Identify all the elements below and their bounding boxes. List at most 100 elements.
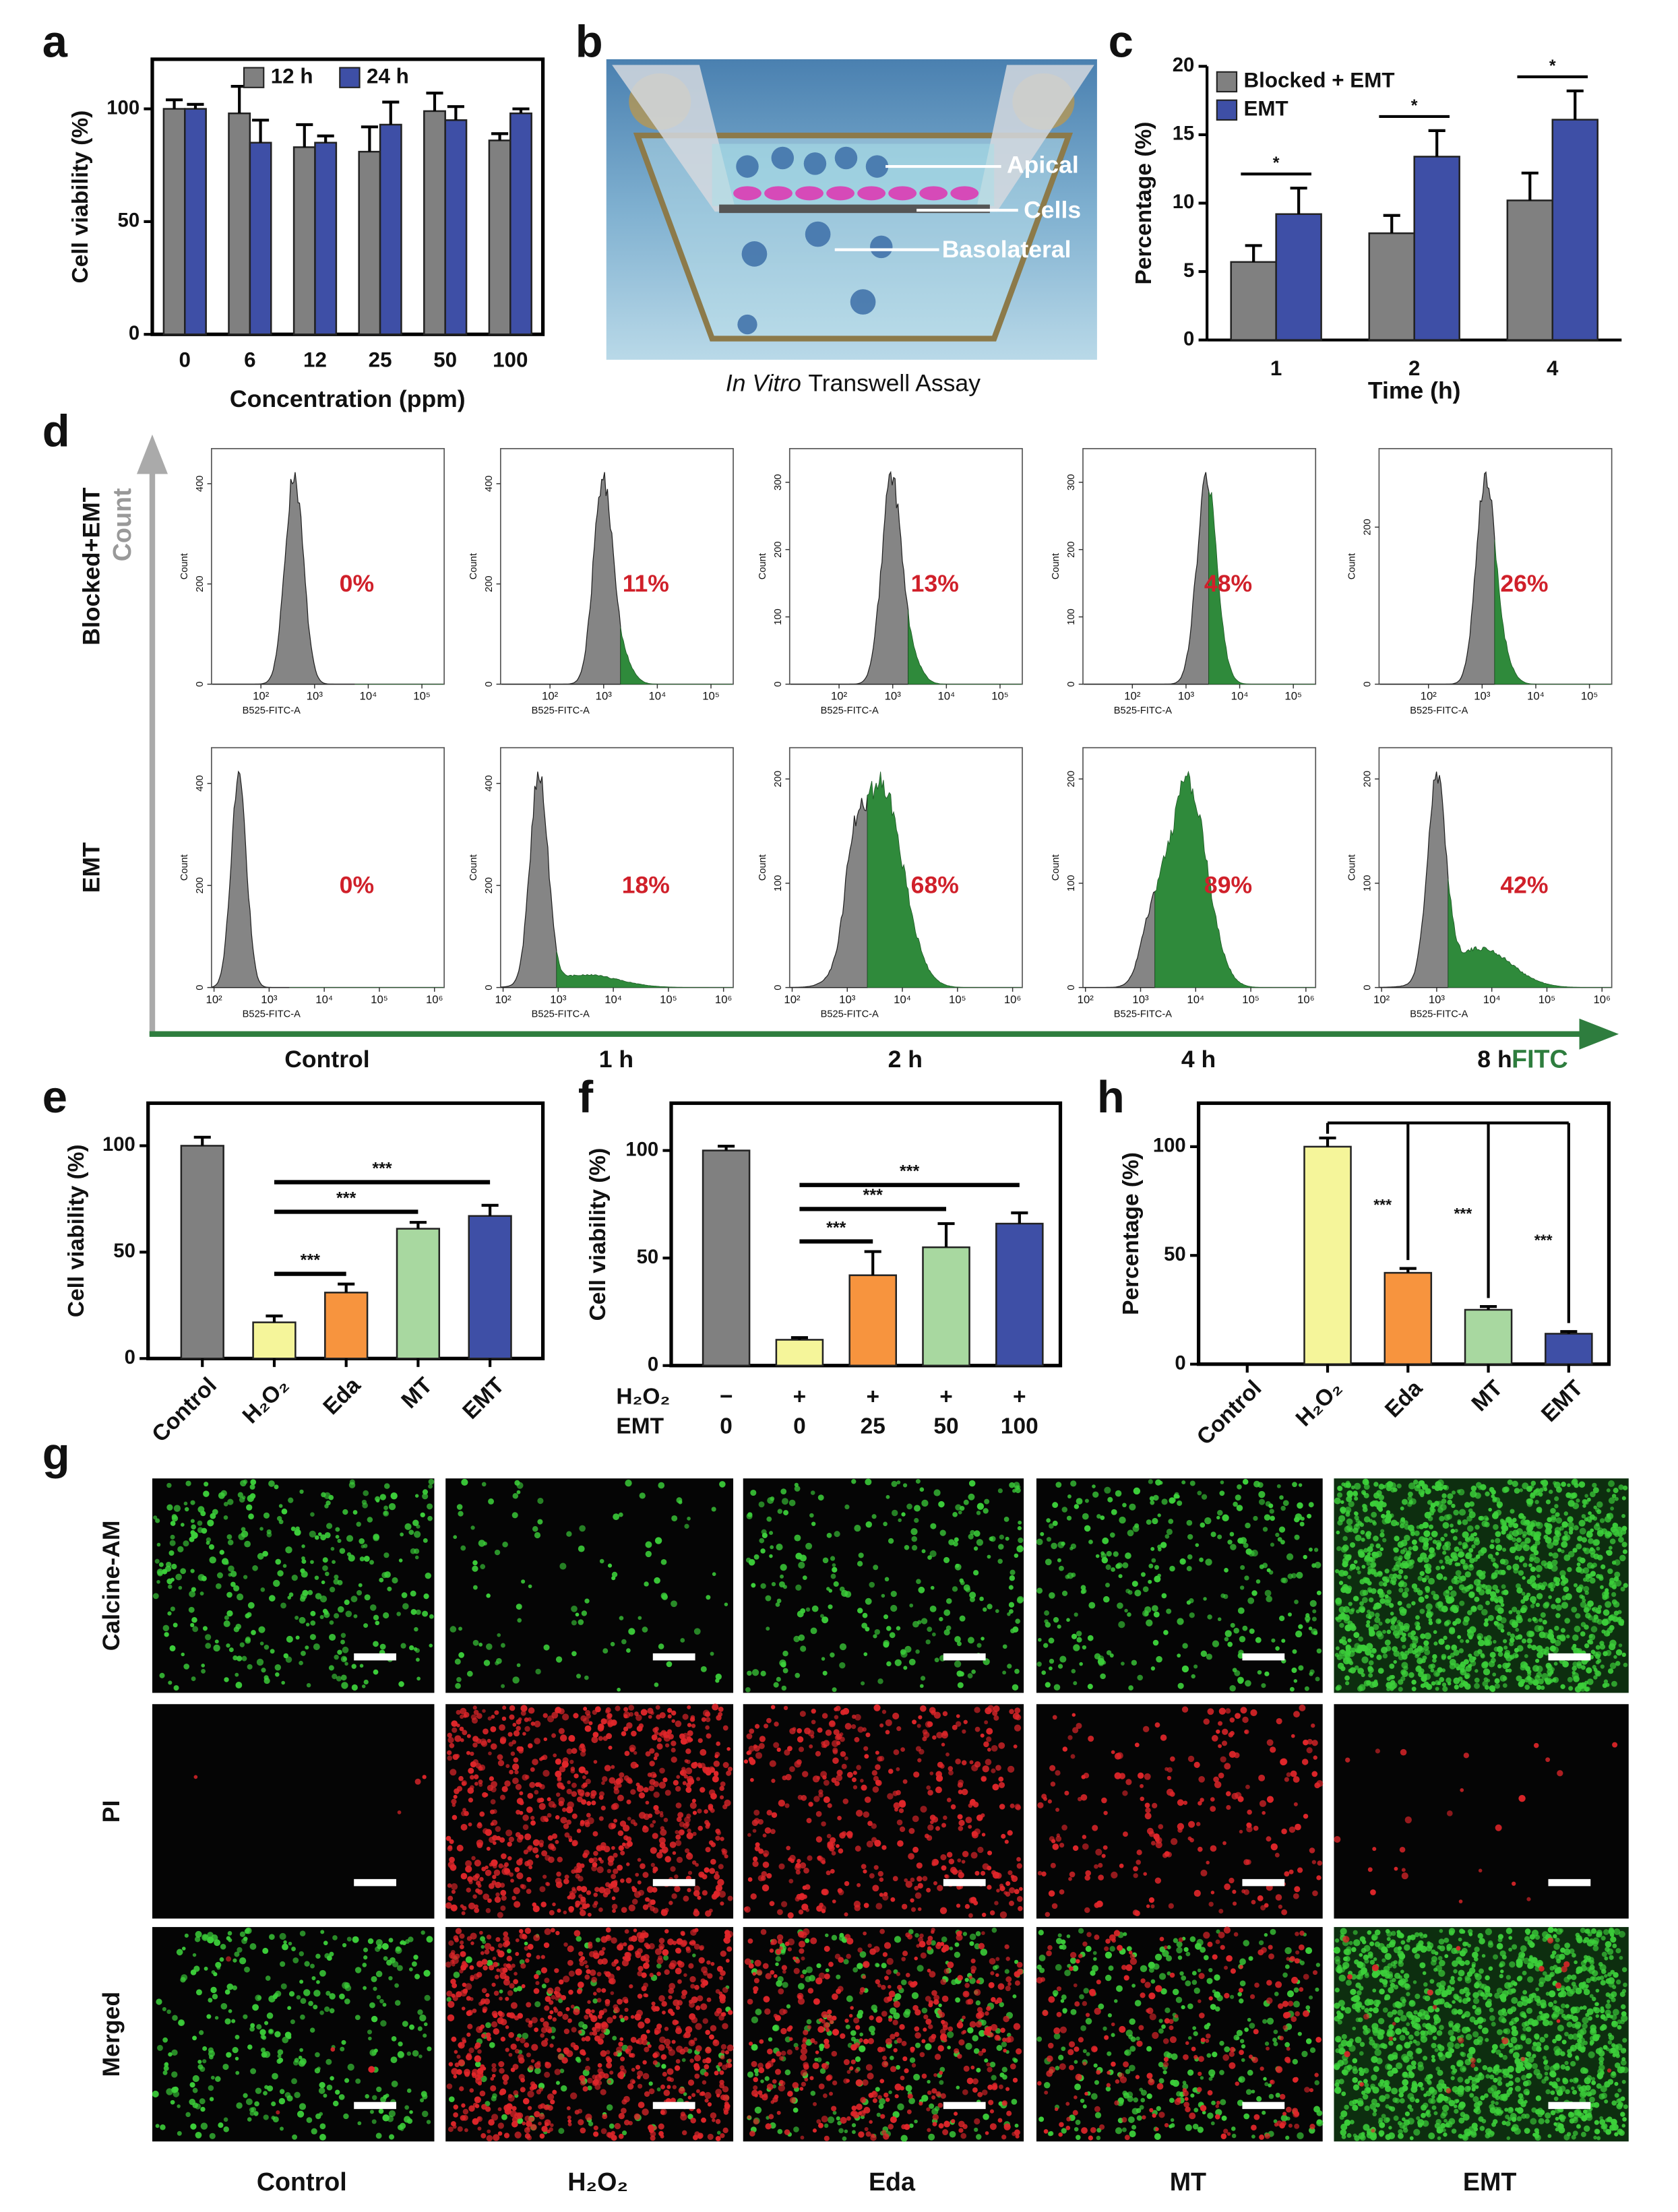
cell-dot	[1345, 1757, 1350, 1763]
diagram-label: Apical	[1007, 151, 1079, 178]
cell-dot	[1068, 1876, 1072, 1881]
cell-dot	[460, 1872, 468, 1880]
cell-dot	[326, 2084, 333, 2091]
cell-dot	[712, 1703, 719, 1711]
cell-dot	[1055, 1482, 1062, 1488]
cell-dot	[1583, 1585, 1590, 1592]
cell-dot	[973, 1530, 981, 1537]
cell-dot	[984, 1720, 989, 1725]
cell-dot	[1514, 1488, 1520, 1494]
y-tick-label: 0	[1363, 985, 1373, 990]
cell-dot	[781, 1498, 788, 1505]
cell-dot	[1572, 1643, 1577, 1648]
cell-dot	[1587, 1573, 1593, 1579]
cell-dot	[514, 1769, 519, 1775]
cell-dot	[422, 1610, 429, 1617]
cell-dot	[1572, 1670, 1576, 1675]
cell-dot	[476, 1713, 483, 1719]
cell-dot	[1009, 1569, 1016, 1575]
cell-dot	[639, 1492, 646, 1499]
cell-dot	[1279, 1495, 1284, 1500]
cell-dot	[1433, 1641, 1438, 1646]
cell-dot	[1342, 1544, 1349, 1552]
cell-dot	[541, 1984, 547, 1989]
cell-dot	[999, 1534, 1004, 1540]
cell-dot	[1050, 1862, 1056, 1868]
cell-dot	[201, 1934, 209, 1941]
cell-dot	[1144, 1802, 1150, 1808]
cell-dot	[1560, 1628, 1566, 1633]
cell-dot	[313, 2004, 318, 2010]
cell-dot	[223, 2117, 228, 2122]
cell-dot	[191, 1531, 198, 1540]
cell-dot	[261, 1668, 266, 1673]
cell-dot	[323, 2093, 328, 2098]
cell-dot	[1016, 1863, 1022, 1869]
cell-dot	[995, 1609, 999, 1613]
cell-dot	[371, 1976, 377, 1982]
cell-dot	[400, 1532, 404, 1537]
cell-dot	[456, 1676, 462, 1682]
cell-dot	[227, 1931, 232, 1936]
cell-dot	[957, 1782, 964, 1788]
cell-dot	[1373, 1606, 1377, 1610]
cell-dot	[675, 1830, 679, 1835]
cell-dot	[1378, 1621, 1383, 1626]
cell-dot	[1337, 1519, 1343, 1526]
cell-dot	[347, 2063, 354, 2071]
cell-dot	[318, 1532, 322, 1536]
cell-dot	[1071, 1573, 1076, 1577]
cell-dot	[349, 1479, 355, 1485]
bar	[848, 1274, 897, 1367]
cell-dot	[1429, 1547, 1435, 1554]
y-axis-label: Cell viability (%)	[64, 1144, 89, 1317]
cell-dot	[952, 1586, 958, 1592]
cell-dot	[714, 1754, 719, 1759]
cell-dot	[1622, 1485, 1628, 1490]
cell-dot	[353, 1614, 358, 1618]
cell-dot	[476, 1823, 483, 1829]
x-tick-label: 10³	[839, 993, 856, 1006]
cell-dot	[584, 1598, 590, 1604]
cell-dot	[1043, 1796, 1047, 1801]
cell-dot	[969, 1591, 976, 1599]
cell-dot	[724, 1854, 728, 1859]
cell-dot	[1623, 1662, 1628, 1668]
cell-dot	[1189, 1480, 1195, 1486]
cell-dot	[173, 1505, 181, 1512]
cell-dot	[426, 1936, 433, 1943]
plot-y-label: Count	[757, 553, 768, 579]
cell-dot	[1119, 1773, 1126, 1779]
cell-dot	[852, 1771, 857, 1775]
error-bar	[187, 102, 204, 109]
cell-dot	[700, 1873, 704, 1878]
cell-dot	[1012, 1626, 1019, 1633]
cell-dot	[526, 1876, 532, 1883]
cell-dot	[1586, 1562, 1594, 1569]
cell-dot	[1288, 1869, 1294, 1874]
x-tick-label: 10²	[784, 993, 801, 1006]
cell-dot	[631, 1730, 637, 1737]
cell-dot	[1113, 1551, 1119, 1557]
cell-dot	[1512, 1537, 1517, 1542]
cell-dot	[929, 1771, 934, 1775]
cell-dot	[429, 1643, 433, 1648]
cell-dot	[942, 1730, 948, 1736]
cell-dot	[447, 1883, 452, 1888]
cell-dot	[245, 2098, 253, 2106]
cell-dot	[981, 1637, 985, 1641]
cell-dot	[837, 1815, 842, 1821]
cell-dot	[974, 1870, 980, 1876]
cell-dot	[1623, 1583, 1628, 1588]
cell-dot	[250, 1479, 257, 1486]
cell-dot	[1009, 1482, 1015, 1488]
cell-dot	[1353, 1560, 1358, 1564]
bar	[1303, 1145, 1352, 1365]
cell-dot	[522, 1774, 528, 1781]
cell-dot	[376, 2086, 382, 2093]
cell-dot	[472, 1894, 477, 1899]
cell-dot	[1555, 1517, 1563, 1524]
column-label: 1 h	[599, 1046, 633, 1073]
cell-dot	[323, 1940, 328, 1946]
cell-dot	[1152, 1802, 1158, 1809]
